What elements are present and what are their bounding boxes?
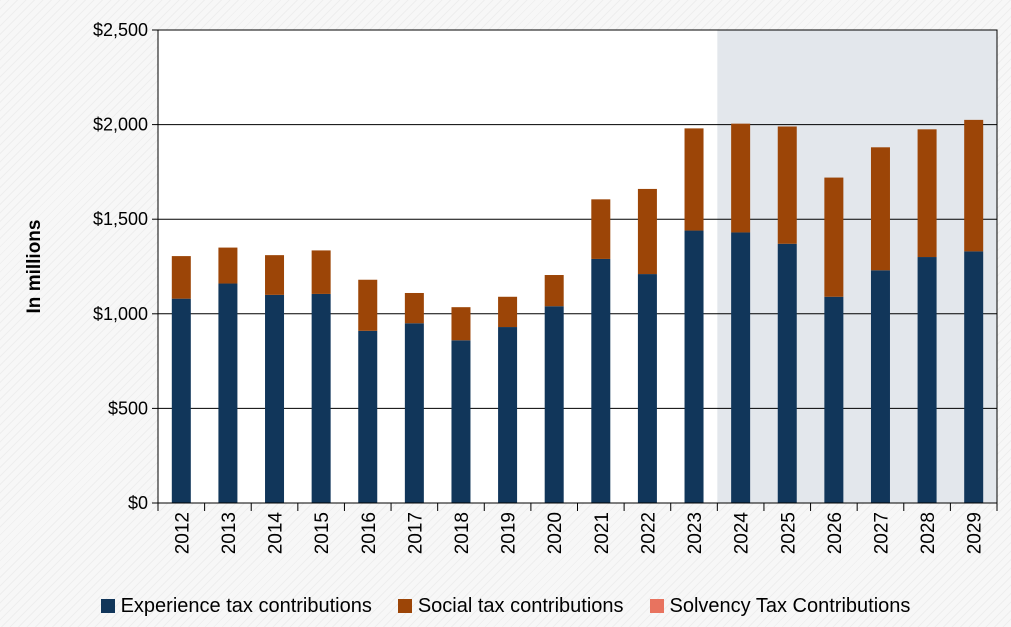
x-tick-label: 2019 [499,512,520,554]
bar-social-2024 [731,123,751,233]
x-tick-label: 2016 [359,512,380,554]
bar-social-2021 [591,199,611,259]
bar-social-2026 [824,177,844,297]
bar-social-2012 [171,256,191,299]
x-tick-label: 2023 [685,512,706,554]
x-tick-label: 2013 [219,512,240,554]
x-tick-label: 2028 [918,512,939,554]
x-tick-label: 2021 [592,512,613,554]
bar-experience-2022 [637,274,657,503]
y-tick-label: $2,500 [93,20,148,40]
x-tick-label: 2018 [452,512,473,554]
legend-item-experience: Experience tax contributions [100,594,372,618]
bar-experience-2020 [544,306,564,503]
legend-label-experience: Experience tax contributions [120,594,372,617]
x-tick-label: 2026 [825,512,846,554]
x-tick-label: 2022 [638,512,659,554]
bar-social-2014 [265,255,285,295]
y-tick-label: $1,000 [93,304,148,324]
bar-social-2028 [917,129,937,258]
bar-social-2023 [684,128,704,231]
x-tick-label: 2027 [871,512,892,554]
y-axis-label: In millions [24,220,45,314]
legend-item-social: Social tax contributions [397,594,624,618]
x-tick-label: 2025 [778,512,799,554]
stacked-bar-chart: $0 $500 $1,000 $1,500 $2,000 $2,500 2012 2013 20… [24,20,998,555]
bar-experience-2012 [171,298,191,503]
bar-social-2015 [311,250,331,294]
bar-social-2022 [637,188,657,275]
bar-experience-2025 [777,243,797,503]
legend-swatch-experience [100,599,115,613]
x-tick-label: 2014 [266,512,287,555]
bar-social-2025 [777,126,797,244]
bar-social-2029 [964,119,984,252]
y-tick-label: $1,500 [93,209,148,229]
bar-social-2016 [358,279,378,331]
x-tick-label: 2012 [172,512,193,554]
bar-experience-2026 [824,296,844,503]
bar-experience-2028 [917,257,937,503]
x-tick-label: 2015 [312,512,333,554]
bar-experience-2029 [964,251,984,503]
y-tick-label: $2,000 [93,115,148,135]
legend: Experience tax contributions Social tax … [0,593,1011,619]
y-tick-label: $0 [128,493,148,513]
legend-swatch-social [397,599,412,613]
legend-item-solvency: Solvency Tax Contributions [649,594,911,618]
bar-experience-2016 [358,330,378,503]
bar-social-2018 [451,307,471,341]
bar-social-2019 [498,296,518,328]
x-tick-label: 2024 [732,512,753,555]
y-tick-label: $500 [108,398,148,418]
bar-experience-2027 [870,270,890,503]
legend-label-social: Social tax contributions [417,594,624,617]
bar-social-2017 [404,292,424,324]
bar-experience-2024 [731,232,751,503]
legend-label-solvency: Solvency Tax Contributions [669,594,911,617]
bar-experience-2014 [265,294,285,503]
bar-social-2027 [870,147,890,271]
bar-experience-2018 [451,340,471,503]
bar-experience-2021 [591,258,611,503]
bar-social-2013 [218,247,238,284]
projection-shading [717,30,997,503]
bar-experience-2023 [684,230,704,503]
legend-swatch-solvency [649,599,664,613]
bar-experience-2019 [498,327,518,503]
bar-social-2020 [544,275,564,307]
x-tick-label: 2020 [545,512,566,554]
bar-experience-2017 [404,323,424,503]
x-tick-label: 2017 [405,512,426,554]
bar-experience-2013 [218,283,238,503]
bar-experience-2015 [311,293,331,503]
x-tick-label: 2029 [965,512,986,554]
